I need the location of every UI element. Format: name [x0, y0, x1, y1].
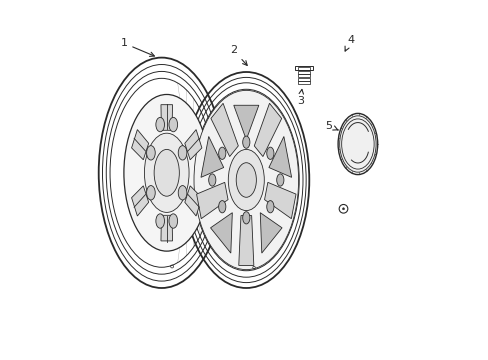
Bar	[298, 71, 309, 74]
Polygon shape	[184, 186, 202, 216]
Ellipse shape	[236, 163, 256, 197]
Ellipse shape	[218, 201, 225, 213]
Ellipse shape	[208, 174, 215, 186]
Ellipse shape	[178, 146, 186, 160]
Ellipse shape	[169, 214, 177, 228]
Bar	[298, 78, 309, 81]
Bar	[298, 74, 309, 77]
Ellipse shape	[266, 147, 273, 159]
Ellipse shape	[228, 149, 264, 211]
Ellipse shape	[218, 147, 225, 159]
Polygon shape	[201, 136, 223, 177]
Polygon shape	[210, 213, 232, 253]
Text: 4: 4	[345, 35, 353, 51]
Polygon shape	[238, 216, 253, 265]
Ellipse shape	[194, 90, 298, 270]
Polygon shape	[184, 130, 202, 160]
Polygon shape	[196, 183, 227, 219]
Polygon shape	[264, 183, 295, 219]
Polygon shape	[254, 103, 281, 157]
Ellipse shape	[169, 117, 177, 132]
Polygon shape	[131, 186, 148, 216]
Ellipse shape	[154, 149, 179, 196]
Ellipse shape	[178, 185, 186, 200]
Ellipse shape	[276, 174, 284, 186]
Ellipse shape	[242, 136, 249, 148]
Ellipse shape	[146, 146, 155, 160]
Ellipse shape	[144, 133, 189, 212]
Ellipse shape	[156, 214, 164, 228]
Bar	[298, 81, 309, 84]
Ellipse shape	[156, 117, 164, 132]
Polygon shape	[268, 136, 291, 177]
Polygon shape	[161, 215, 172, 241]
Polygon shape	[210, 103, 238, 157]
Bar	[298, 67, 309, 71]
Bar	[295, 66, 312, 69]
Polygon shape	[233, 105, 258, 140]
Polygon shape	[260, 213, 282, 253]
Polygon shape	[131, 130, 148, 160]
Text: 3: 3	[296, 89, 303, 106]
Text: 1: 1	[120, 38, 154, 57]
Ellipse shape	[337, 113, 377, 175]
Polygon shape	[161, 105, 172, 130]
Ellipse shape	[266, 201, 273, 213]
Ellipse shape	[123, 94, 209, 251]
Text: 5: 5	[325, 121, 337, 131]
Ellipse shape	[242, 212, 249, 224]
Text: 2: 2	[230, 45, 247, 66]
Ellipse shape	[342, 208, 344, 210]
Ellipse shape	[146, 185, 155, 200]
